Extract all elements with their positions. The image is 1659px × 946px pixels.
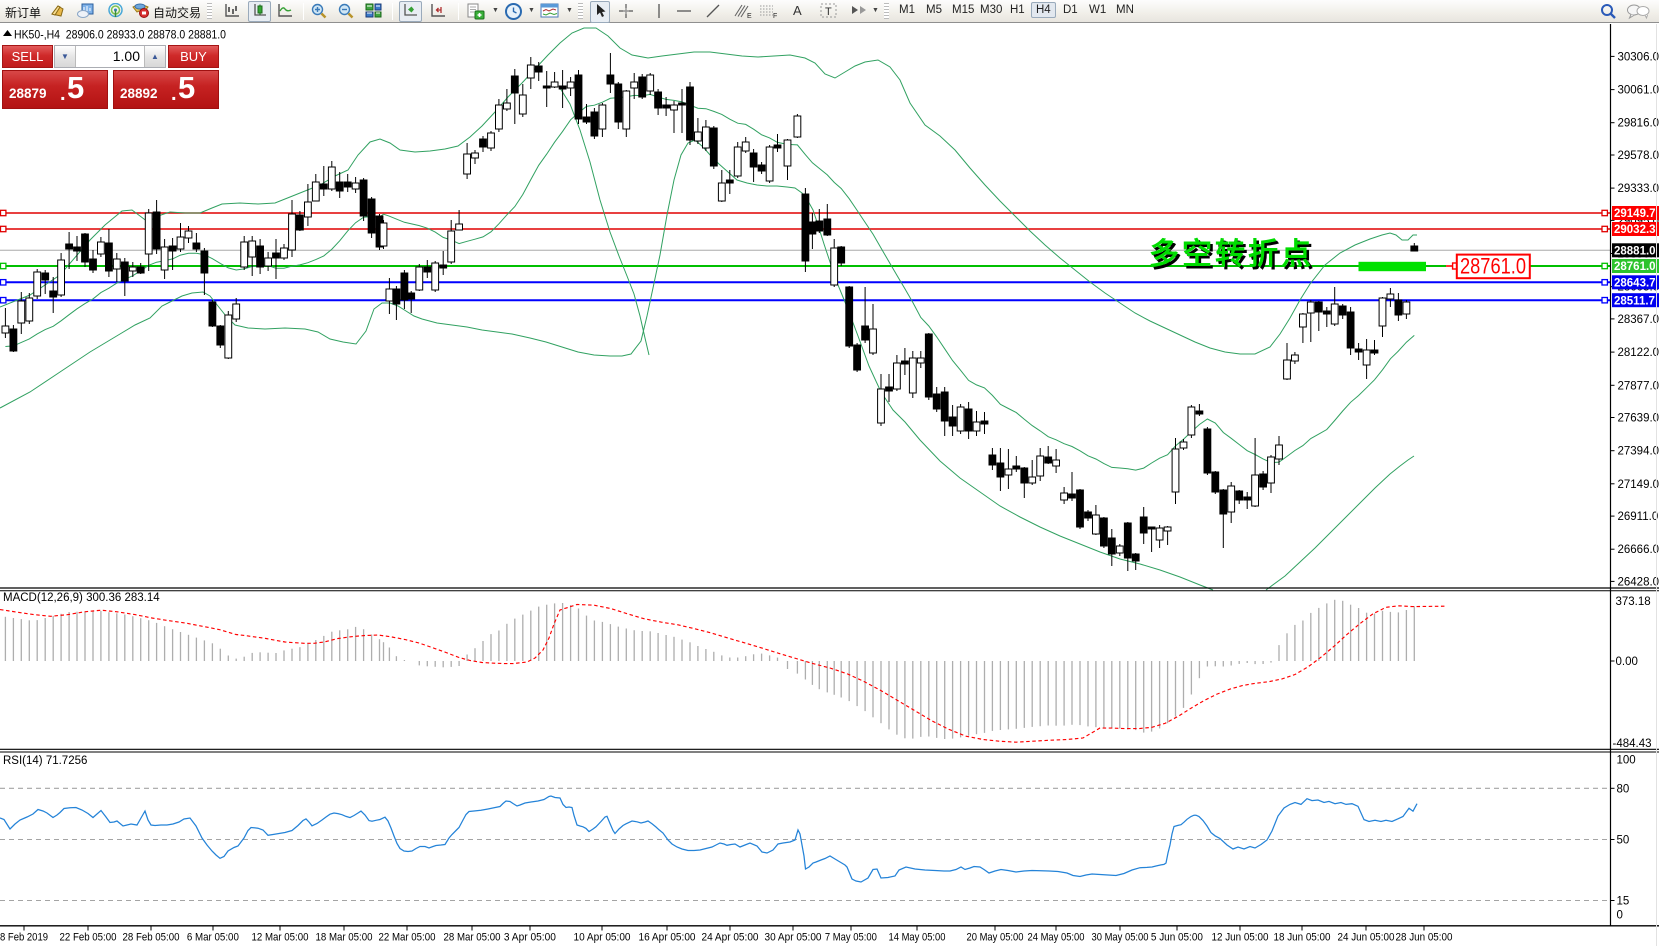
svg-text:-484.43: -484.43 — [1613, 738, 1652, 750]
svg-text:27149.0: 27149.0 — [1618, 479, 1659, 491]
svg-text:5 Jun 05:00: 5 Jun 05:00 — [1151, 932, 1203, 944]
svg-text:30 May 05:00: 30 May 05:00 — [1092, 932, 1149, 944]
svg-text:E: E — [747, 13, 752, 19]
svg-text:28881.0: 28881.0 — [1614, 246, 1656, 258]
svg-text:多空转折点: 多空转折点 — [1149, 238, 1314, 271]
svg-text:26428.0: 26428.0 — [1618, 576, 1659, 588]
svg-text:MACD(12,26,9) 300.36 283.14: MACD(12,26,9) 300.36 283.14 — [3, 592, 160, 604]
svg-text:50: 50 — [1617, 835, 1630, 847]
svg-text:RSI(14) 71.7256: RSI(14) 71.7256 — [3, 755, 87, 767]
svg-text:26911.0: 26911.0 — [1618, 511, 1659, 523]
svg-text:29333.0: 29333.0 — [1618, 183, 1659, 195]
svg-text:29149.7: 29149.7 — [1614, 208, 1656, 220]
svg-text:6 Mar 05:00: 6 Mar 05:00 — [187, 932, 239, 944]
svg-text:28367.0: 28367.0 — [1618, 314, 1659, 326]
svg-text:29816.0: 29816.0 — [1618, 118, 1659, 130]
svg-text:27639.0: 27639.0 — [1618, 413, 1659, 425]
svg-text:3 Apr 05:00: 3 Apr 05:00 — [504, 932, 556, 944]
svg-text:28643.7: 28643.7 — [1614, 278, 1656, 290]
svg-text:28 Feb 05:00: 28 Feb 05:00 — [123, 932, 180, 944]
svg-text:14 May 05:00: 14 May 05:00 — [889, 932, 946, 944]
svg-text:HK50-,H4 28906.0 28933.0 2887: HK50-,H4 28906.0 28933.0 28878.0 28881.0 — [14, 28, 226, 42]
svg-text:18 Jun 05:00: 18 Jun 05:00 — [1274, 932, 1331, 944]
svg-text:27877.0: 27877.0 — [1618, 380, 1659, 392]
svg-text:26666.0: 26666.0 — [1618, 544, 1659, 556]
svg-text:0: 0 — [1617, 910, 1623, 922]
svg-text:30 Apr 05:00: 30 Apr 05:00 — [765, 932, 822, 944]
svg-text:16 Apr 05:00: 16 Apr 05:00 — [639, 932, 696, 944]
svg-text:12 Jun 05:00: 12 Jun 05:00 — [1212, 932, 1269, 944]
svg-text:0.00: 0.00 — [1616, 656, 1638, 668]
svg-text:F: F — [773, 13, 777, 19]
svg-text:18 Mar 05:00: 18 Mar 05:00 — [316, 932, 373, 944]
svg-text:22 Mar 05:00: 22 Mar 05:00 — [379, 932, 436, 944]
svg-text:24 Apr 05:00: 24 Apr 05:00 — [702, 932, 759, 944]
svg-text:28 Jun 05:00: 28 Jun 05:00 — [1396, 932, 1453, 944]
svg-text:28511.7: 28511.7 — [1614, 295, 1655, 307]
svg-text:15: 15 — [1617, 896, 1630, 908]
svg-text:373.18: 373.18 — [1616, 596, 1651, 608]
svg-text:28122.0: 28122.0 — [1618, 347, 1659, 359]
svg-text:27394.0: 27394.0 — [1618, 446, 1659, 458]
svg-text:22 Feb 05:00: 22 Feb 05:00 — [60, 932, 117, 944]
svg-text:10 Apr 05:00: 10 Apr 05:00 — [574, 932, 631, 944]
svg-text:8 Feb 2019: 8 Feb 2019 — [0, 932, 48, 944]
svg-text:24 Jun 05:00: 24 Jun 05:00 — [1338, 932, 1395, 944]
svg-text:28761.0: 28761.0 — [1614, 261, 1656, 273]
svg-text:30061.0: 30061.0 — [1618, 85, 1659, 97]
svg-text:29578.0: 29578.0 — [1618, 150, 1659, 162]
svg-text:T: T — [825, 6, 832, 18]
svg-text:7 May 05:00: 7 May 05:00 — [825, 932, 877, 944]
svg-text:12 Mar 05:00: 12 Mar 05:00 — [252, 932, 309, 944]
svg-text:100: 100 — [1617, 755, 1636, 767]
svg-text:80: 80 — [1617, 783, 1630, 795]
svg-text:28 Mar 05:00: 28 Mar 05:00 — [444, 932, 501, 944]
svg-text:20 May 05:00: 20 May 05:00 — [967, 932, 1024, 944]
svg-text:24 May 05:00: 24 May 05:00 — [1028, 932, 1085, 944]
svg-text:28761.0: 28761.0 — [1460, 254, 1526, 279]
svg-text:多空转折点: 多空转折点 — [1152, 241, 1317, 274]
svg-text:30306.0: 30306.0 — [1618, 51, 1659, 63]
svg-text:29032.3: 29032.3 — [1614, 224, 1656, 236]
